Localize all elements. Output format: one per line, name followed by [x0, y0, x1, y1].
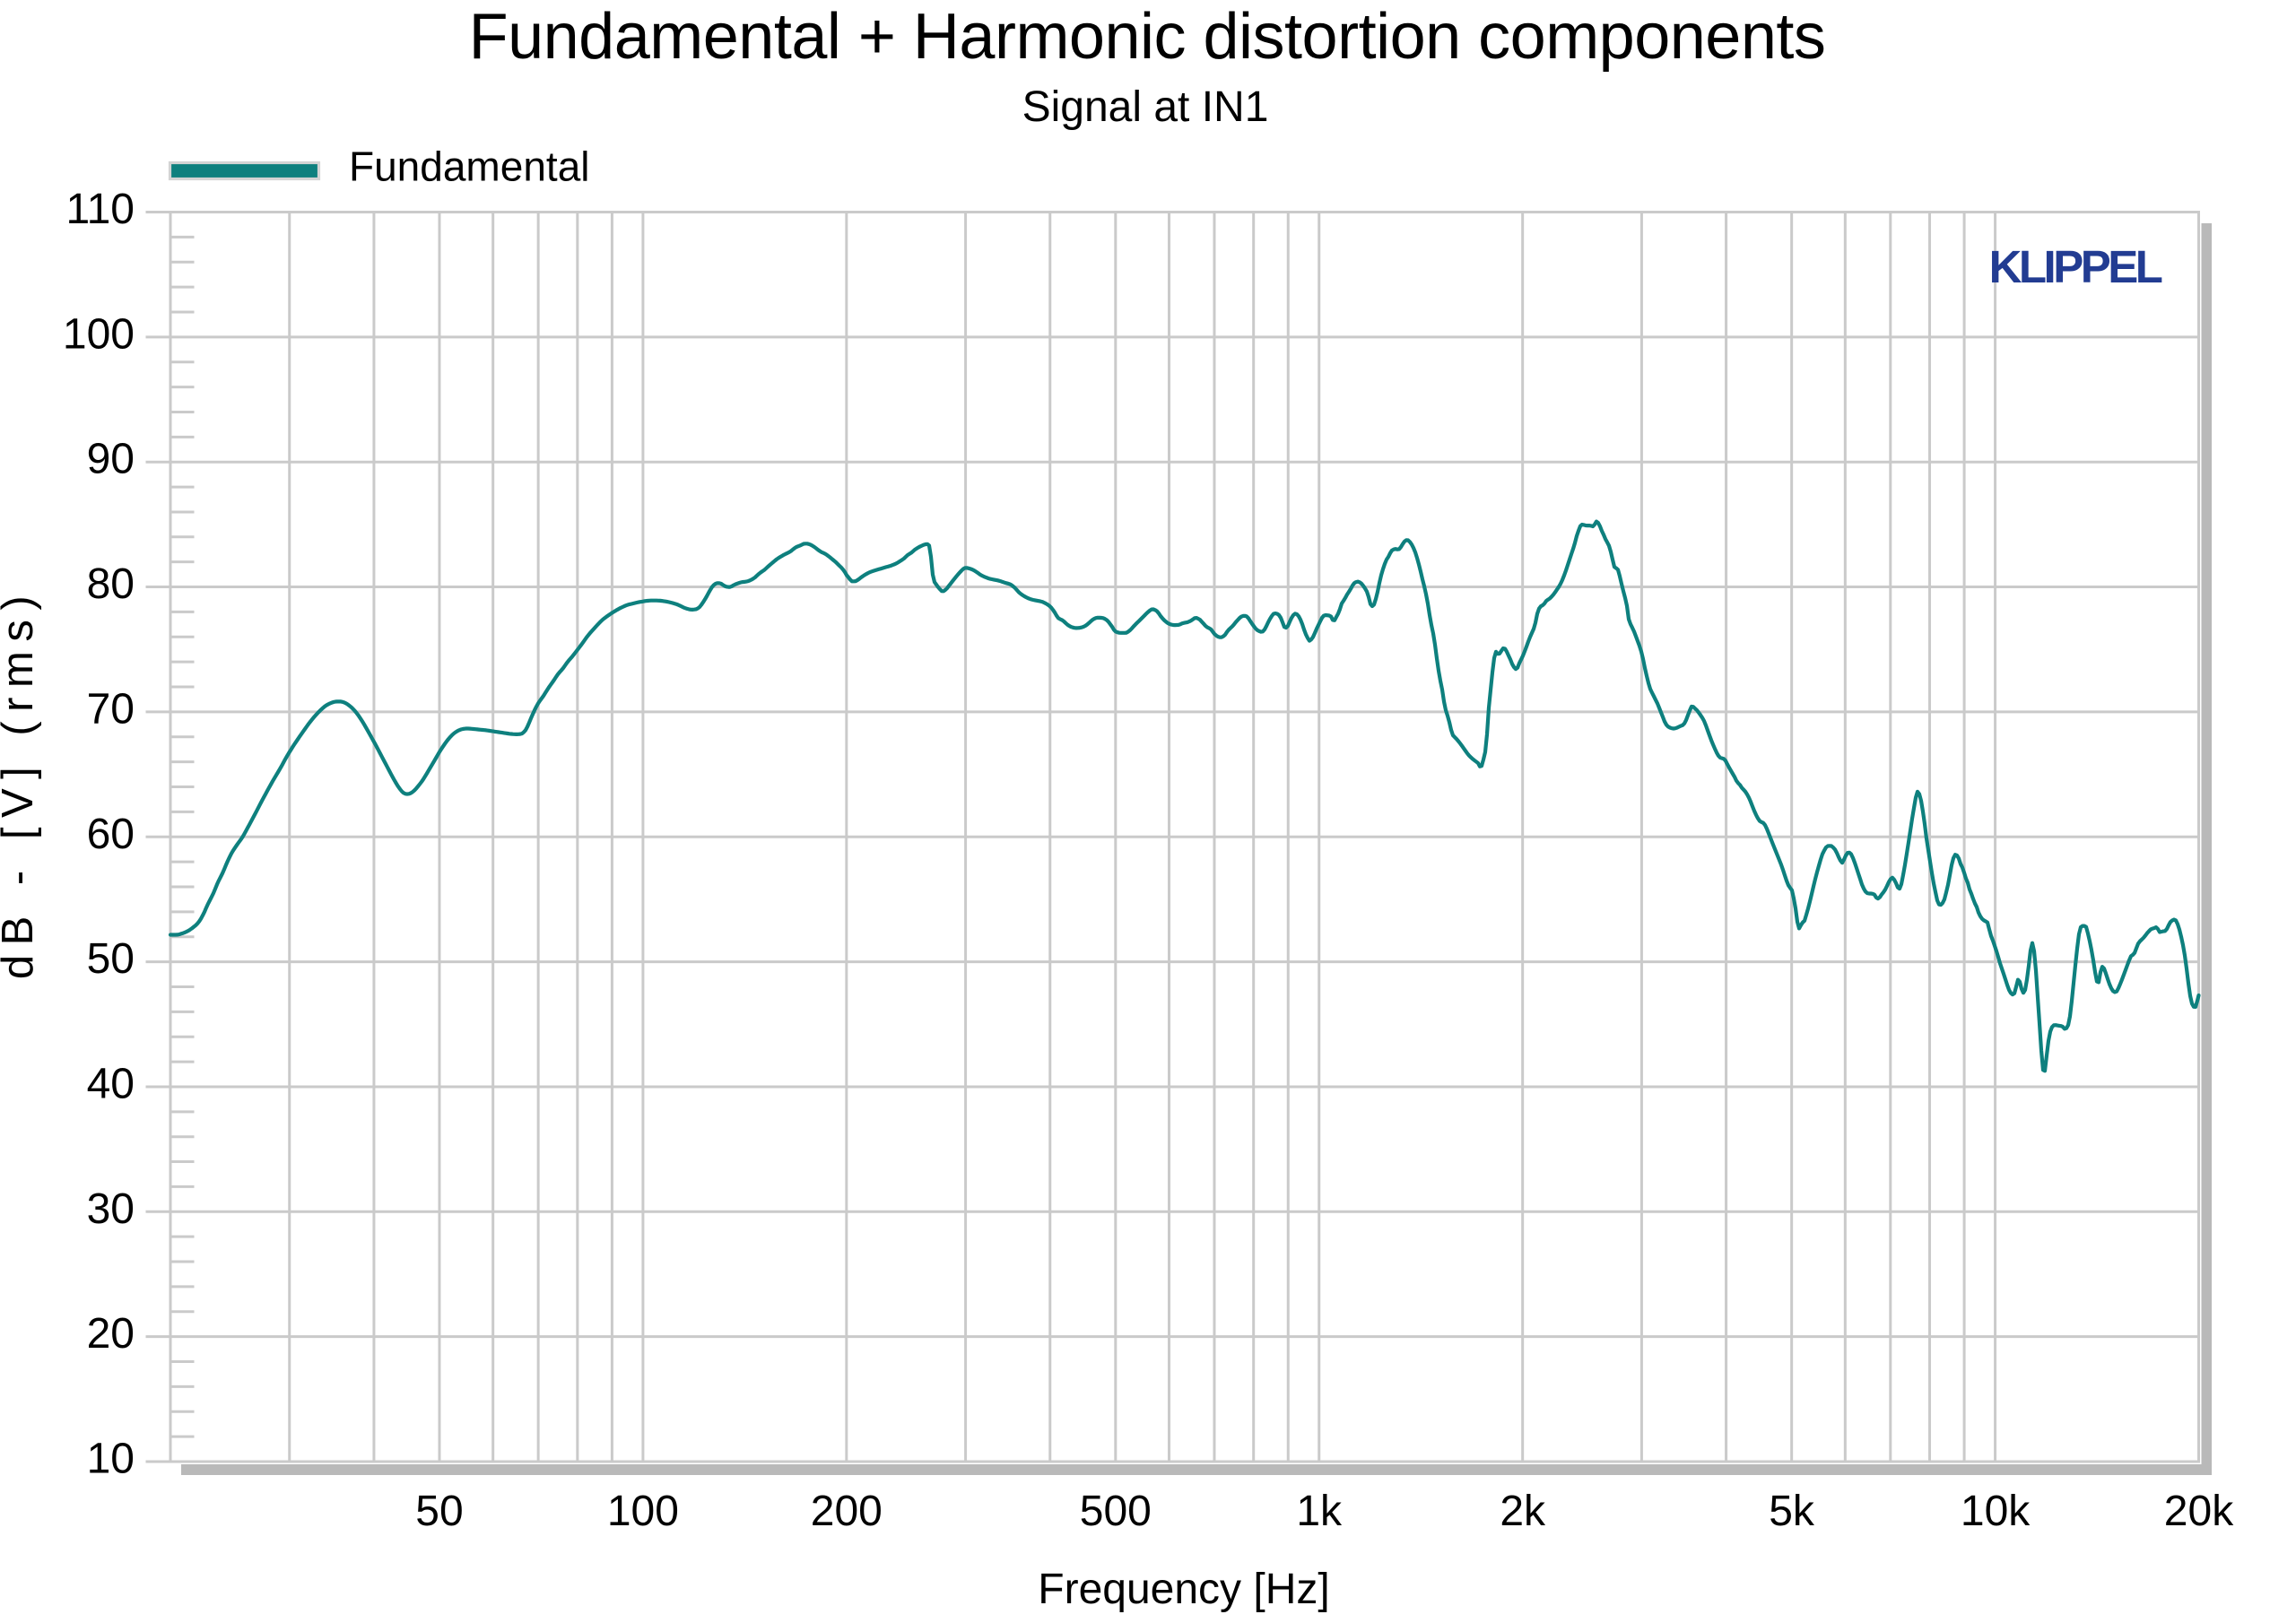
- svg-text:Fundamental: Fundamental: [349, 143, 590, 190]
- svg-text:50: 50: [415, 1488, 463, 1535]
- svg-text:5k: 5k: [1769, 1488, 1815, 1535]
- svg-text:60: 60: [87, 811, 135, 858]
- svg-text:100: 100: [63, 310, 135, 358]
- svg-text:20: 20: [87, 1310, 135, 1358]
- svg-text:90: 90: [87, 436, 135, 483]
- svg-text:200: 200: [811, 1488, 883, 1535]
- svg-text:50: 50: [87, 935, 135, 983]
- svg-text:40: 40: [87, 1061, 135, 1108]
- svg-text:110: 110: [65, 186, 135, 233]
- svg-text:10k: 10k: [1961, 1488, 2031, 1535]
- svg-text:dB - [V] (rms): dB - [V] (rms): [0, 586, 42, 979]
- svg-text:Fundamental + Harmonic distort: Fundamental + Harmonic distortion compon…: [469, 1, 1826, 73]
- svg-text:30: 30: [87, 1185, 135, 1233]
- svg-text:100: 100: [607, 1488, 679, 1535]
- svg-text:70: 70: [87, 685, 135, 733]
- svg-text:Frequency [Hz]: Frequency [Hz]: [1038, 1566, 1329, 1613]
- svg-text:10: 10: [87, 1436, 135, 1483]
- svg-text:2k: 2k: [1500, 1488, 1546, 1535]
- svg-text:500: 500: [1080, 1488, 1152, 1535]
- svg-text:1k: 1k: [1296, 1488, 1343, 1535]
- svg-text:Signal at IN1: Signal at IN1: [1022, 83, 1269, 131]
- svg-text:80: 80: [87, 560, 135, 608]
- svg-text:KLIPPEL: KLIPPEL: [1989, 241, 2162, 292]
- svg-text:20k: 20k: [2164, 1488, 2234, 1535]
